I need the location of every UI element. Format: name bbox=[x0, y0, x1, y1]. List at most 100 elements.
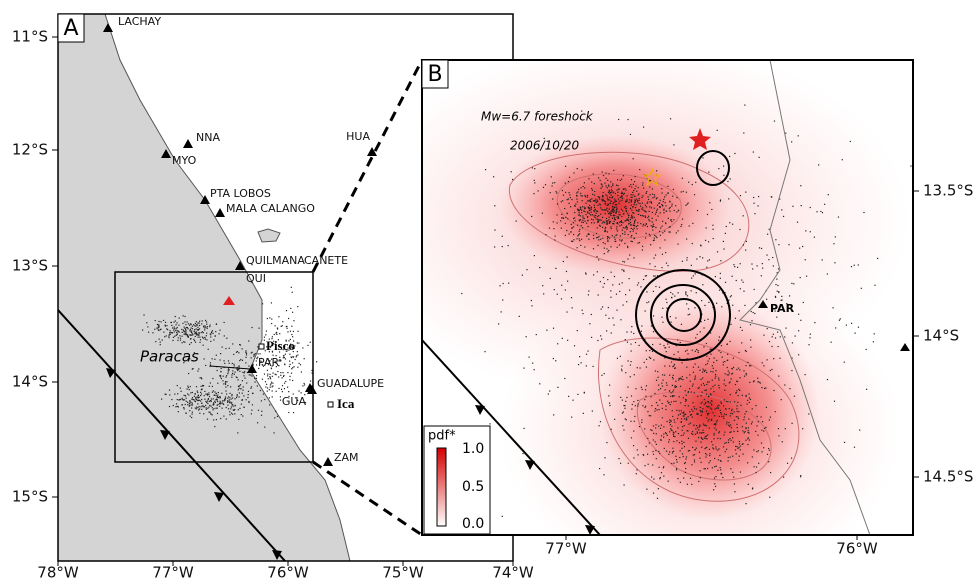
seismicity-dot bbox=[182, 329, 184, 331]
seismicity-dot bbox=[193, 352, 195, 354]
seismicity-dot bbox=[655, 427, 657, 429]
seismicity-dot bbox=[660, 439, 662, 442]
seismicity-dot bbox=[280, 325, 282, 327]
seismicity-dot bbox=[653, 359, 655, 361]
seismicity-dot bbox=[589, 209, 591, 211]
seismicity-dot bbox=[164, 393, 166, 395]
seismicity-dot bbox=[668, 439, 670, 441]
seismicity-dot bbox=[607, 191, 610, 194]
seismicity-dot bbox=[655, 226, 657, 229]
seismicity-dot bbox=[660, 472, 663, 474]
seismicity-dot bbox=[183, 362, 185, 364]
seismicity-dot bbox=[725, 442, 727, 444]
seismicity-dot bbox=[269, 360, 271, 362]
seismicity-dot bbox=[691, 483, 693, 486]
station-label: QUILMANA bbox=[246, 254, 305, 267]
seismicity-dot bbox=[662, 220, 664, 222]
seismicity-dot bbox=[692, 402, 694, 404]
seismicity-dot bbox=[189, 338, 192, 340]
seismicity-dot bbox=[198, 328, 201, 330]
seismicity-dot bbox=[549, 192, 551, 194]
seismicity-dot bbox=[706, 438, 708, 440]
lat-tick-label: 13°S bbox=[12, 257, 48, 275]
seismicity-dot bbox=[760, 442, 763, 444]
seismicity-dot bbox=[688, 225, 690, 227]
seismicity-dot bbox=[800, 185, 802, 187]
seismicity-dot bbox=[641, 325, 643, 327]
seismicity-dot bbox=[668, 441, 670, 443]
seismicity-dot bbox=[263, 339, 265, 341]
seismicity-dot bbox=[642, 215, 644, 217]
seismicity-dot bbox=[645, 192, 647, 194]
seismicity-dot bbox=[615, 240, 617, 242]
seismicity-dot bbox=[272, 385, 274, 387]
seismicity-dot bbox=[683, 441, 685, 444]
seismicity-dot bbox=[637, 242, 639, 244]
lon-tick-label: 77°W bbox=[152, 564, 194, 582]
seismicity-dot bbox=[171, 332, 173, 334]
seismicity-dot bbox=[570, 231, 572, 233]
seismicity-dot bbox=[637, 186, 639, 189]
seismicity-dot bbox=[650, 415, 652, 417]
seismicity-dot bbox=[681, 218, 684, 220]
seismicity-dot bbox=[484, 351, 486, 353]
seismicity-dot bbox=[257, 353, 259, 355]
seismicity-dot bbox=[675, 205, 677, 207]
seismicity-dot bbox=[644, 399, 646, 401]
seismicity-dot bbox=[685, 292, 687, 294]
seismicity-dot bbox=[642, 195, 644, 197]
seismicity-dot bbox=[179, 335, 181, 337]
seismicity-dot bbox=[627, 118, 629, 121]
seismicity-dot bbox=[604, 226, 607, 229]
seismicity-dot bbox=[623, 429, 625, 431]
seismicity-dot bbox=[186, 321, 188, 323]
seismicity-dot bbox=[297, 330, 299, 332]
seismicity-dot bbox=[214, 335, 216, 337]
seismicity-dot bbox=[627, 245, 629, 247]
seismicity-dot bbox=[199, 400, 202, 402]
station-label: MALA CALANGO bbox=[226, 202, 315, 215]
seismicity-dot bbox=[699, 425, 701, 427]
seismicity-dot bbox=[768, 340, 771, 343]
seismicity-dot bbox=[564, 182, 566, 184]
seismicity-dot bbox=[601, 199, 603, 201]
seismicity-dot bbox=[266, 375, 269, 377]
seismicity-dot bbox=[162, 319, 165, 322]
seismicity-dot bbox=[739, 445, 741, 447]
seismicity-dot bbox=[755, 430, 757, 433]
seismicity-dot bbox=[843, 361, 845, 363]
seismicity-dot bbox=[223, 383, 225, 385]
seismicity-dot bbox=[543, 137, 545, 140]
seismicity-dot bbox=[662, 321, 664, 323]
seismicity-dot bbox=[200, 406, 202, 408]
seismicity-dot bbox=[620, 221, 623, 223]
seismicity-dot bbox=[165, 335, 167, 337]
seismicity-dot bbox=[610, 186, 613, 188]
seismicity-dot bbox=[188, 324, 191, 326]
seismicity-dot bbox=[645, 206, 648, 208]
seismicity-dot bbox=[685, 419, 687, 421]
seismicity-dot bbox=[186, 388, 188, 390]
seismicity-dot bbox=[222, 375, 224, 377]
seismicity-dot bbox=[627, 219, 629, 221]
seismicity-dot bbox=[184, 315, 186, 318]
seismicity-dot bbox=[756, 425, 758, 427]
seismicity-dot bbox=[275, 354, 277, 357]
seismicity-dot bbox=[588, 200, 591, 202]
seismicity-dot bbox=[751, 320, 753, 322]
seismicity-dot bbox=[619, 225, 621, 227]
seismicity-dot bbox=[290, 286, 292, 288]
seismicity-dot bbox=[288, 411, 290, 414]
seismicity-dot bbox=[688, 181, 690, 183]
seismicity-dot bbox=[533, 369, 535, 371]
seismicity-dot bbox=[232, 409, 234, 411]
seismicity-dot bbox=[178, 324, 180, 326]
seismicity-dot bbox=[726, 374, 728, 376]
seismicity-dot bbox=[251, 351, 253, 353]
seismicity-dot bbox=[690, 391, 692, 393]
seismicity-dot bbox=[698, 451, 701, 453]
seismicity-dot bbox=[194, 331, 196, 333]
seismicity-dot bbox=[179, 339, 182, 341]
seismicity-dot bbox=[632, 183, 634, 185]
seismicity-dot bbox=[685, 204, 687, 206]
